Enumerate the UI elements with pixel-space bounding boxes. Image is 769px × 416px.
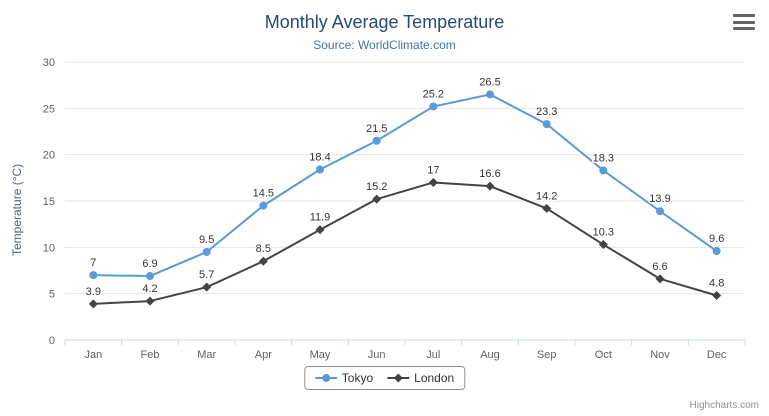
data-label: 23.3: [536, 106, 557, 118]
x-category-label: Jan: [84, 349, 102, 361]
hamburger-bar: [733, 14, 755, 17]
data-label: 11.9: [310, 212, 331, 224]
data-point-london[interactable]: [655, 274, 665, 284]
data-point-london[interactable]: [315, 225, 325, 235]
y-tick-label: 30: [43, 57, 55, 69]
data-label: 5.7: [199, 269, 214, 281]
x-category-label: Oct: [595, 349, 612, 361]
data-label: 4.8: [709, 278, 724, 290]
data-label: 9.6: [709, 233, 724, 245]
hamburger-bar: [733, 20, 755, 24]
data-label: 9.5: [199, 234, 214, 246]
data-label: 25.2: [423, 88, 444, 100]
y-axis-title: Temperature (°C): [10, 163, 24, 256]
data-point-london[interactable]: [372, 194, 382, 204]
y-tick-label: 10: [43, 242, 55, 254]
data-label: 7: [90, 257, 96, 269]
data-point-london[interactable]: [88, 299, 98, 309]
data-point-london[interactable]: [258, 256, 268, 266]
legend-item-london[interactable]: London: [387, 371, 454, 385]
data-point-tokyo[interactable]: [89, 271, 98, 280]
data-point-london[interactable]: [598, 240, 608, 250]
london-series-marker-icon: [387, 373, 410, 383]
x-category-label: Jul: [426, 349, 440, 361]
data-label: 10.3: [593, 227, 614, 239]
data-label: 3.9: [86, 286, 101, 298]
legend-label: London: [414, 371, 455, 385]
x-category-label: Mar: [197, 349, 216, 361]
x-category-label: Nov: [650, 349, 670, 361]
tokyo-series-marker-icon: [314, 374, 337, 382]
data-label: 26.5: [479, 76, 500, 88]
y-tick-label: 5: [49, 289, 55, 301]
data-point-tokyo[interactable]: [146, 272, 154, 281]
data-label: 17: [427, 164, 439, 176]
data-label: 13.9: [649, 193, 670, 205]
data-label: 4.2: [142, 283, 157, 295]
x-category-label: May: [310, 349, 331, 361]
legend-item-tokyo[interactable]: Tokyo: [314, 371, 374, 385]
chart-subtitle: Source: WorldClimate.com: [313, 38, 456, 52]
data-label: 6.9: [142, 258, 157, 270]
data-point-tokyo[interactable]: [202, 247, 211, 256]
chart-title: Monthly Average Temperature: [264, 12, 505, 32]
data-point-london[interactable]: [145, 296, 155, 306]
data-point-london[interactable]: [485, 181, 495, 191]
data-point-tokyo[interactable]: [259, 201, 268, 210]
y-tick-label: 15: [43, 196, 55, 208]
data-label: 18.4: [309, 151, 330, 163]
data-point-tokyo[interactable]: [429, 102, 438, 111]
x-category-label: Jun: [368, 349, 386, 361]
x-category-label: Dec: [707, 349, 727, 361]
data-label: 14.2: [536, 190, 557, 202]
data-point-tokyo[interactable]: [542, 120, 551, 129]
legend: Tokyo London: [303, 366, 466, 390]
data-point-london[interactable]: [428, 177, 438, 187]
data-label: 15.2: [366, 181, 387, 193]
hamburger-icon[interactable]: [733, 14, 755, 30]
data-label: 14.5: [253, 188, 274, 200]
x-category-label: Sep: [537, 349, 557, 361]
data-point-tokyo[interactable]: [712, 247, 721, 256]
data-point-tokyo[interactable]: [316, 165, 324, 174]
data-label: 16.6: [479, 168, 500, 180]
y-tick-label: 25: [43, 103, 55, 115]
data-point-tokyo[interactable]: [486, 90, 494, 99]
x-category-label: Feb: [141, 349, 160, 361]
data-point-london[interactable]: [712, 291, 722, 301]
hamburger-bar: [733, 27, 755, 30]
y-tick-label: 0: [49, 335, 55, 347]
series-line-london: [92, 181, 718, 305]
data-label: 8.5: [256, 243, 271, 255]
highcharts-credit-link[interactable]: Highcharts.com: [689, 400, 759, 411]
x-category-label: Aug: [480, 349, 500, 361]
data-point-london[interactable]: [202, 282, 212, 292]
data-label: 21.5: [366, 123, 387, 135]
data-point-tokyo[interactable]: [372, 136, 381, 145]
legend-label: Tokyo: [341, 371, 374, 385]
data-label: 6.6: [652, 261, 667, 273]
data-point-london[interactable]: [542, 203, 552, 213]
data-point-tokyo[interactable]: [656, 207, 664, 216]
data-label: 18.3: [593, 152, 614, 164]
y-tick-label: 20: [43, 150, 55, 162]
x-category-label: Apr: [255, 349, 272, 361]
series-line-tokyo: [92, 93, 718, 278]
data-point-tokyo[interactable]: [599, 166, 608, 175]
